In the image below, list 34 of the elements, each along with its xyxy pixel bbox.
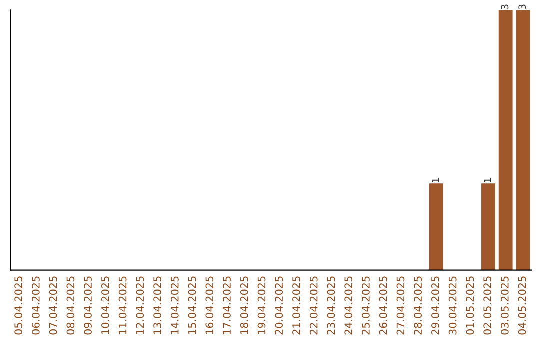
x-tick-label: 09.04.2025: [84, 276, 92, 335]
x-tick-label: 10.04.2025: [101, 276, 110, 334]
x-tick-label: 16.04.2025: [206, 276, 214, 334]
x-tick-label: 11.04.2025: [118, 276, 127, 334]
x-tick-label: 22.04.2025: [310, 276, 318, 335]
data-label: 3: [518, 4, 526, 10]
x-tick-label: 25.04.2025: [362, 276, 370, 335]
x-tick-label: 01.05.2025: [466, 276, 474, 335]
x-tick-label: 06.04.2025: [32, 276, 40, 335]
x-tick-label: 20.04.2025: [275, 276, 284, 335]
x-tick-label: 29.04.2025: [432, 276, 440, 335]
x-tick-label: 21.04.2025: [292, 276, 300, 335]
x-tick-label: 18.04.2025: [240, 276, 248, 334]
x-tick-label: 14.04.2025: [170, 276, 179, 334]
x-tick-label: 05.04.2025: [14, 276, 23, 335]
x-tick-label: 27.04.2025: [396, 276, 405, 335]
x-tick-label: 23.04.2025: [327, 276, 336, 335]
x-tick-label: 04.05.2025: [518, 276, 526, 335]
x-tick-label: 12.04.2025: [136, 276, 144, 334]
x-tick-label: 15.04.2025: [188, 276, 196, 334]
x-tick-label: 19.04.2025: [258, 276, 266, 334]
x-tick-label: 03.05.2025: [500, 276, 509, 335]
data-label: 1: [484, 178, 492, 183]
x-tick-label: 07.04.2025: [49, 276, 58, 335]
data-label: 1: [432, 178, 440, 183]
data-label: 3: [501, 4, 509, 10]
x-tick-label: 08.04.2025: [66, 276, 75, 335]
x-tick-label: 13.04.2025: [154, 276, 162, 334]
x-tick-label: 28.04.2025: [414, 276, 422, 335]
x-tick-label: 24.04.2025: [344, 276, 353, 335]
x-tick-label: 02.05.2025: [484, 276, 492, 335]
x-tick-label: 17.04.2025: [223, 276, 231, 334]
x-tick-label: 26.04.2025: [379, 276, 388, 335]
x-tick-label: 30.04.2025: [448, 276, 457, 335]
